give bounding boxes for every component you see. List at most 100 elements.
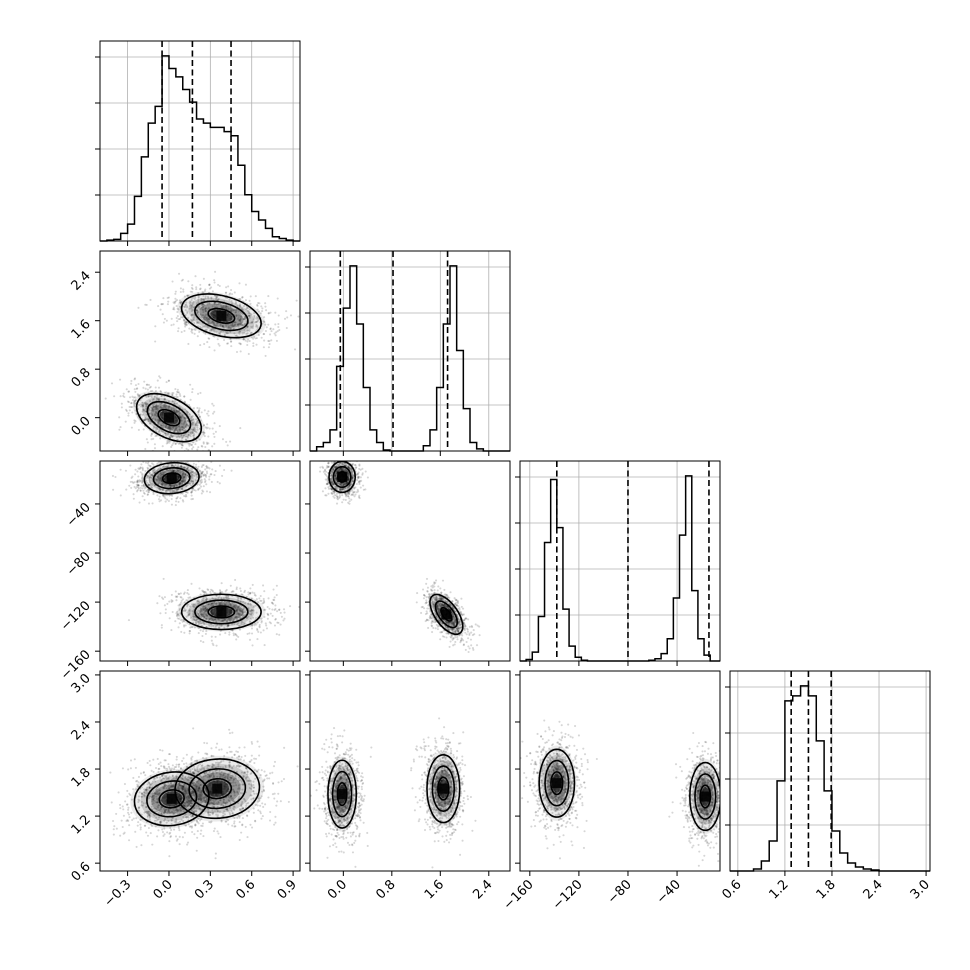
sample-point xyxy=(149,482,153,485)
sample-point xyxy=(321,465,324,468)
sample-point xyxy=(167,427,170,430)
sample-point xyxy=(190,286,193,289)
sample-point xyxy=(170,470,173,473)
sample-point xyxy=(227,308,230,311)
sample-point xyxy=(272,328,275,331)
sample-point xyxy=(189,479,193,482)
sample-point xyxy=(159,488,162,492)
sample-point xyxy=(191,480,194,483)
sample-point xyxy=(206,588,209,591)
sample-point xyxy=(269,612,272,615)
sample-point xyxy=(253,335,256,339)
sample-point xyxy=(349,458,351,460)
sample-point xyxy=(202,277,205,280)
sample-point xyxy=(329,457,331,459)
sample-point xyxy=(340,458,342,460)
sample-point xyxy=(275,331,278,334)
sample-point xyxy=(197,465,200,468)
sample-point xyxy=(180,596,183,599)
sample-point xyxy=(197,321,200,324)
sample-point xyxy=(162,430,165,433)
sample-point xyxy=(166,303,169,306)
sample-point xyxy=(185,423,188,426)
sample-point xyxy=(178,455,180,457)
sample-point xyxy=(133,403,136,406)
sample-point xyxy=(132,396,135,399)
sample-point xyxy=(154,406,157,409)
sample-point xyxy=(184,435,188,438)
sample-point xyxy=(261,307,264,310)
sample-point xyxy=(180,437,184,440)
sample-point xyxy=(166,296,169,300)
sample-point xyxy=(198,415,201,419)
sample-point xyxy=(130,476,133,479)
sample-point xyxy=(161,483,164,486)
sample-point xyxy=(137,486,140,489)
sample-point xyxy=(141,453,143,455)
sample-point xyxy=(183,480,187,483)
sample-point xyxy=(167,406,170,409)
sample-point xyxy=(174,388,177,391)
sample-point xyxy=(219,323,222,326)
sample-point xyxy=(197,314,200,317)
sample-point xyxy=(204,310,208,313)
sample-point xyxy=(182,479,185,482)
sample-point xyxy=(149,400,152,403)
sample-point xyxy=(173,402,176,406)
sample-point xyxy=(207,318,210,321)
sample-point xyxy=(192,434,195,437)
sample-point xyxy=(174,297,177,300)
sample-point xyxy=(178,272,181,275)
sample-point xyxy=(137,382,140,386)
sample-point xyxy=(120,402,123,405)
sample-point xyxy=(162,465,165,468)
sample-point xyxy=(182,471,185,474)
sample-point xyxy=(330,461,333,464)
sample-point xyxy=(239,427,242,430)
sample-point xyxy=(260,599,263,602)
sample-point xyxy=(189,301,192,304)
sample-point xyxy=(173,300,176,303)
sample-point xyxy=(171,444,174,447)
sample-point xyxy=(354,454,356,456)
sample-point xyxy=(162,297,165,300)
sample-point xyxy=(198,409,201,412)
sample-point xyxy=(325,494,328,497)
sample-point xyxy=(250,313,253,316)
sample-point xyxy=(273,624,277,627)
sample-point xyxy=(246,329,249,332)
sample-point xyxy=(213,324,216,327)
sample-point xyxy=(142,491,146,494)
sample-point xyxy=(230,340,233,343)
sample-point xyxy=(149,390,152,393)
sample-point xyxy=(183,329,186,333)
sample-point xyxy=(218,425,221,428)
sample-point xyxy=(159,405,162,409)
sample-point xyxy=(200,471,203,474)
sample-point xyxy=(220,306,223,309)
sample-point xyxy=(167,455,169,457)
sample-point xyxy=(348,497,351,500)
sample-point xyxy=(164,608,167,611)
sample-point xyxy=(203,303,206,307)
sample-point xyxy=(208,284,211,287)
sample-point xyxy=(171,399,174,403)
sample-point xyxy=(202,441,205,444)
sample-point xyxy=(217,299,220,302)
sample-point xyxy=(348,500,351,503)
sample-point xyxy=(180,487,183,490)
sample-point xyxy=(267,323,270,326)
sample-point xyxy=(212,329,215,333)
sample-point xyxy=(147,395,150,398)
sample-point xyxy=(138,501,141,504)
sample-point xyxy=(165,319,168,322)
sample-point xyxy=(180,458,182,460)
sample-point xyxy=(149,298,152,302)
sample-point xyxy=(222,305,225,308)
sample-point xyxy=(164,497,167,500)
sample-point xyxy=(252,342,255,345)
sample-point xyxy=(278,633,281,636)
sample-point xyxy=(228,633,231,636)
sample-point xyxy=(158,488,161,491)
sample-point xyxy=(200,326,203,329)
